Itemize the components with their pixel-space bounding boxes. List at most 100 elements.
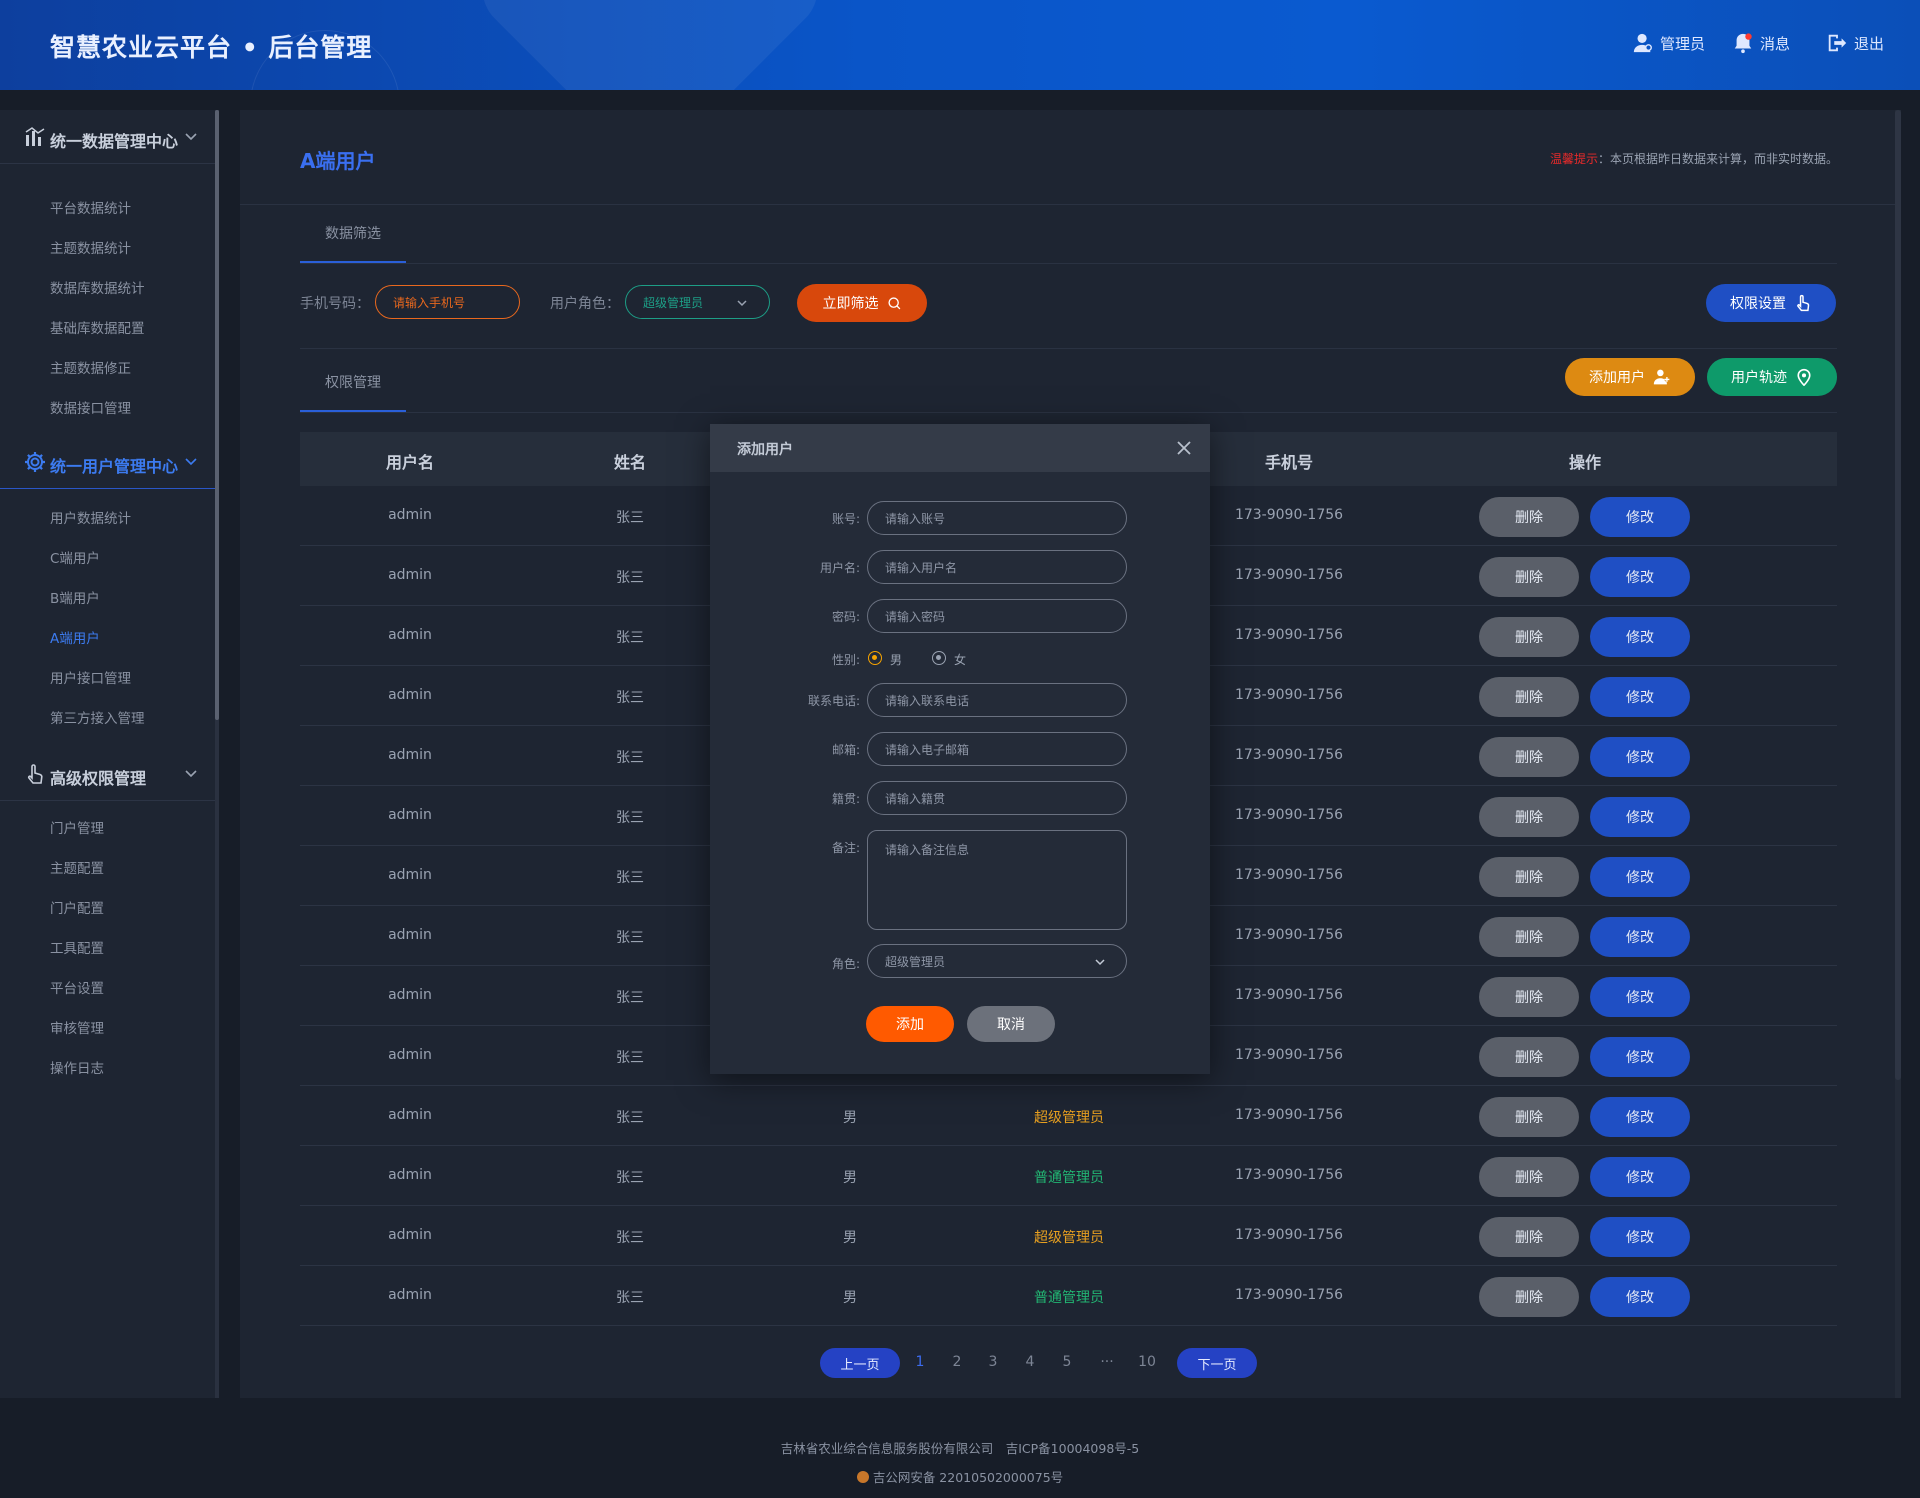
sidebar-item-review-mgmt[interactable]: 审核管理	[50, 1021, 104, 1037]
sidebar-item-db-stats[interactable]: 数据库数据统计	[50, 281, 145, 297]
sidebar-item-platform-stats[interactable]: 平台数据统计	[50, 201, 131, 217]
sidebar-item-operation-log[interactable]: 操作日志	[50, 1061, 104, 1077]
next-page-button[interactable]: 下一页	[1177, 1348, 1257, 1378]
dialog-add-button[interactable]: 添加	[866, 1006, 954, 1042]
edit-button[interactable]: 修改	[1590, 1037, 1690, 1077]
sidebar-group-permissions[interactable]: 高级权限管理	[0, 747, 215, 801]
delete-button[interactable]: 删除	[1479, 1097, 1579, 1137]
sidebar-item-tool-config[interactable]: 工具配置	[50, 941, 104, 957]
close-icon[interactable]	[1176, 440, 1192, 456]
sidebar-item-user-api[interactable]: 用户接口管理	[50, 671, 131, 687]
filter-button[interactable]: 立即筛选	[797, 284, 927, 322]
note-textarea[interactable]: 请输入备注信息	[867, 830, 1127, 930]
phone-input[interactable]: 请输入联系电话	[867, 683, 1127, 717]
sidebar-item-portal-mgmt[interactable]: 门户管理	[50, 821, 104, 837]
page-number[interactable]: 3	[988, 1354, 998, 1370]
permission-settings-button[interactable]: 权限设置	[1706, 284, 1836, 322]
sidebar-item-theme-config[interactable]: 主题配置	[50, 861, 104, 877]
sidebar-group-user-center[interactable]: 统一用户管理中心	[0, 435, 215, 489]
cell-name: 张三	[616, 570, 644, 586]
delete-button[interactable]: 删除	[1479, 737, 1579, 777]
sidebar-item-base-config[interactable]: 基础库数据配置	[50, 321, 145, 337]
delete-button[interactable]: 删除	[1479, 977, 1579, 1017]
sidebar-item-b-users[interactable]: B端用户	[50, 591, 100, 607]
cell-phone: 173-9090-1756	[1234, 1107, 1344, 1123]
app-title: 智慧农业云平台 • 后台管理	[50, 33, 373, 62]
edit-button[interactable]: 修改	[1590, 1217, 1690, 1257]
sidebar-item-c-users[interactable]: C端用户	[50, 551, 100, 567]
footer-company: 吉林省农业综合信息服务股份有限公司 吉ICP备10004098号-5	[780, 1441, 1140, 1456]
delete-button[interactable]: 删除	[1479, 557, 1579, 597]
tab-permission-mgmt[interactable]: 权限管理	[325, 375, 381, 391]
delete-button[interactable]: 删除	[1479, 1037, 1579, 1077]
sidebar-group-data-center[interactable]: 统一数据管理中心	[0, 110, 215, 164]
messages-button[interactable]: 消息	[1732, 32, 1790, 54]
tab-data-filter[interactable]: 数据筛选	[325, 226, 381, 242]
cell-name: 张三	[616, 1230, 644, 1246]
role-filter-label: 用户角色：	[550, 296, 620, 312]
sidebar-item-portal-config[interactable]: 门户配置	[50, 901, 104, 917]
sidebar-item-a-users[interactable]: A端用户	[50, 631, 100, 647]
edit-button[interactable]: 修改	[1590, 1157, 1690, 1197]
hometown-input[interactable]: 请输入籍贯	[867, 781, 1127, 815]
edit-button[interactable]: 修改	[1590, 677, 1690, 717]
prev-page-button[interactable]: 上一页	[820, 1348, 900, 1378]
page-number[interactable]: 4	[1025, 1354, 1035, 1370]
page-number[interactable]: 1	[915, 1354, 925, 1370]
gender-female-radio[interactable]	[932, 651, 946, 665]
bell-icon	[1734, 33, 1752, 54]
edit-button[interactable]: 修改	[1590, 917, 1690, 957]
sidebar-scrollbar[interactable]	[215, 110, 219, 1398]
phone-filter-input[interactable]: 请输入手机号	[375, 285, 520, 319]
tab-divider	[300, 412, 1837, 413]
delete-button[interactable]: 删除	[1479, 917, 1579, 957]
role-label: 角色:	[831, 957, 860, 971]
account-input[interactable]: 请输入账号	[867, 501, 1127, 535]
cell-role: 超级管理员	[1034, 1230, 1104, 1246]
cell-name: 张三	[616, 630, 644, 646]
edit-button[interactable]: 修改	[1590, 1097, 1690, 1137]
delete-button[interactable]: 删除	[1479, 497, 1579, 537]
sidebar-item-third-party[interactable]: 第三方接入管理	[50, 711, 145, 727]
edit-button[interactable]: 修改	[1590, 497, 1690, 537]
username-input[interactable]: 请输入用户名	[867, 550, 1127, 584]
sidebar-item-topic-stats[interactable]: 主题数据统计	[50, 241, 131, 257]
role-filter-select[interactable]: 超级管理员	[625, 285, 770, 319]
logout-button[interactable]: 退出	[1826, 32, 1884, 54]
main-scrollbar-thumb[interactable]	[1895, 110, 1901, 1080]
page-number[interactable]: 10	[1138, 1354, 1156, 1370]
edit-button[interactable]: 修改	[1590, 977, 1690, 1017]
page-number[interactable]: 5	[1062, 1354, 1072, 1370]
edit-button[interactable]: 修改	[1590, 617, 1690, 657]
delete-button[interactable]: 删除	[1479, 677, 1579, 717]
edit-button[interactable]: 修改	[1590, 737, 1690, 777]
user-track-button[interactable]: 用户轨迹	[1707, 358, 1837, 396]
page-number[interactable]: 2	[952, 1354, 962, 1370]
delete-button[interactable]: 删除	[1479, 1277, 1579, 1317]
edit-button[interactable]: 修改	[1590, 797, 1690, 837]
delete-button[interactable]: 删除	[1479, 797, 1579, 837]
delete-button[interactable]: 删除	[1479, 1217, 1579, 1257]
edit-button[interactable]: 修改	[1590, 1277, 1690, 1317]
delete-button[interactable]: 删除	[1479, 857, 1579, 897]
edit-button[interactable]: 修改	[1590, 857, 1690, 897]
gender-male-radio[interactable]	[868, 651, 882, 665]
sidebar-item-platform-settings[interactable]: 平台设置	[50, 981, 104, 997]
delete-button[interactable]: 删除	[1479, 1157, 1579, 1197]
add-user-button[interactable]: 添加用户	[1565, 358, 1695, 396]
sidebar-item-topic-fix[interactable]: 主题数据修正	[50, 361, 131, 377]
filter-divider	[300, 348, 1837, 349]
admin-button[interactable]: 管理员	[1632, 32, 1705, 54]
dialog-cancel-button[interactable]: 取消	[967, 1006, 1055, 1042]
account-label: 账号:	[831, 512, 860, 526]
sidebar-item-user-stats[interactable]: 用户数据统计	[50, 511, 131, 527]
main-scrollbar[interactable]	[1895, 110, 1901, 1398]
delete-button[interactable]: 删除	[1479, 617, 1579, 657]
role-select[interactable]: 超级管理员	[867, 944, 1127, 978]
cell-username: admin	[388, 687, 432, 703]
email-input[interactable]: 请输入电子邮箱	[867, 732, 1127, 766]
edit-button[interactable]: 修改	[1590, 557, 1690, 597]
sidebar-item-data-api[interactable]: 数据接口管理	[50, 401, 131, 417]
password-input[interactable]: 请输入密码	[867, 599, 1127, 633]
sidebar-scrollbar-thumb[interactable]	[215, 110, 219, 720]
